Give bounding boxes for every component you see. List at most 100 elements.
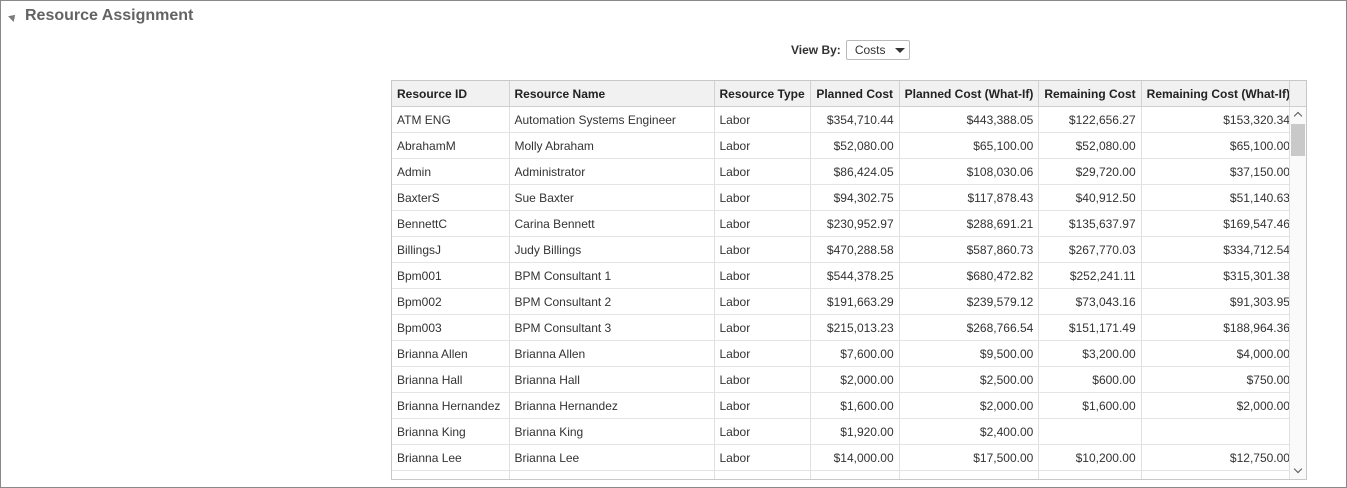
cell-resource-name: Brianna Hall bbox=[509, 366, 715, 393]
dropdown-arrow-icon bbox=[894, 47, 905, 53]
cell-resource-id bbox=[392, 470, 510, 479]
cell-resource-type: Labor bbox=[714, 132, 811, 159]
cell-resource-type bbox=[714, 470, 811, 479]
cell-remaining-cost-what-if bbox=[1141, 418, 1296, 445]
cell-resource-id: Brianna Allen bbox=[392, 340, 510, 367]
cell-resource-id: Brianna Hernandez bbox=[392, 392, 510, 419]
cell-resource-id: Bpm002 bbox=[392, 288, 510, 315]
column-header-resource-type[interactable]: Resource Type bbox=[714, 81, 811, 107]
cell-resource-name: BPM Consultant 1 bbox=[509, 262, 715, 289]
cell-remaining-cost: $267,770.03 bbox=[1038, 236, 1142, 263]
cell-resource-name: Judy Billings bbox=[509, 236, 715, 263]
cell-planned-cost: $14,000.00 bbox=[810, 444, 900, 471]
cell-planned-cost: $215,013.23 bbox=[810, 314, 900, 341]
cell-remaining-cost: $73,043.16 bbox=[1038, 288, 1142, 315]
cell-resource-type: Labor bbox=[714, 314, 811, 341]
cell-planned-cost: $230,952.97 bbox=[810, 210, 900, 237]
cell-resource-name: Carina Bennett bbox=[509, 210, 715, 237]
cell-resource-id: Bpm003 bbox=[392, 314, 510, 341]
cell-planned-cost: $354,710.44 bbox=[810, 106, 900, 133]
table-row[interactable]: BennettC Carina Bennett Labor $230,952.9… bbox=[392, 210, 1296, 237]
table-row[interactable]: ATM ENG Automation Systems Engineer Labo… bbox=[392, 106, 1296, 133]
table-row[interactable]: Bpm001 BPM Consultant 1 Labor $544,378.2… bbox=[392, 262, 1296, 289]
view-by-label: View By: bbox=[791, 43, 841, 57]
table-row[interactable]: Brianna King Brianna King Labor $1,920.0… bbox=[392, 418, 1296, 445]
cell-planned-cost-what-if: $587,860.73 bbox=[899, 236, 1040, 263]
cell-planned-cost-what-if: $2,500.00 bbox=[899, 366, 1040, 393]
cell-planned-cost: $52,080.00 bbox=[810, 132, 900, 159]
cell-resource-id: Brianna King bbox=[392, 418, 510, 445]
table-row[interactable]: Bpm003 BPM Consultant 3 Labor $215,013.2… bbox=[392, 314, 1296, 341]
cell-remaining-cost: $1,600.00 bbox=[1038, 392, 1142, 419]
table-row[interactable]: Brianna Hall Brianna Hall Labor $2,000.0… bbox=[392, 366, 1296, 393]
cell-planned-cost-what-if: $268,766.54 bbox=[899, 314, 1040, 341]
column-header-remaining-cost-what-if[interactable]: Remaining Cost (What-If) bbox=[1141, 81, 1296, 107]
cell-remaining-cost: $135,637.97 bbox=[1038, 210, 1142, 237]
cell-remaining-cost: $151,171.49 bbox=[1038, 314, 1142, 341]
resource-table: Resource ID Resource Name Resource Type … bbox=[392, 81, 1296, 479]
view-by-selected-value: Costs bbox=[854, 43, 886, 57]
cell-planned-cost-what-if: $443,388.05 bbox=[899, 106, 1040, 133]
cell-planned-cost: $191,663.29 bbox=[810, 288, 900, 315]
cell-remaining-cost-what-if: $169,547.46 bbox=[1141, 210, 1296, 237]
cell-remaining-cost: $40,912.50 bbox=[1038, 184, 1142, 211]
cell-planned-cost-what-if: $2,000.00 bbox=[899, 392, 1040, 419]
cell-remaining-cost bbox=[1038, 470, 1142, 479]
table-row[interactable]: Brianna Hernandez Brianna Hernandez Labo… bbox=[392, 392, 1296, 419]
scrollbar-thumb[interactable] bbox=[1291, 124, 1305, 156]
cell-resource-name: Sue Baxter bbox=[509, 184, 715, 211]
cell-planned-cost: $544,378.25 bbox=[810, 262, 900, 289]
table-row[interactable]: Brianna Allen Brianna Allen Labor $7,600… bbox=[392, 340, 1296, 367]
view-by-select[interactable]: Costs bbox=[845, 40, 910, 60]
cell-resource-id: BillingsJ bbox=[392, 236, 510, 263]
cell-resource-name: Brianna Hernandez bbox=[509, 392, 715, 419]
cell-remaining-cost: $10,200.00 bbox=[1038, 444, 1142, 471]
chevron-up-icon bbox=[1293, 111, 1303, 120]
cell-resource-name: Automation Systems Engineer bbox=[509, 106, 715, 133]
cell-planned-cost: $1,600.00 bbox=[810, 392, 900, 419]
table-row[interactable]: BaxterS Sue Baxter Labor $94,302.75 $117… bbox=[392, 184, 1296, 211]
table-row[interactable]: Admin Administrator Labor $86,424.05 $10… bbox=[392, 158, 1296, 185]
cell-remaining-cost-what-if: $188,964.36 bbox=[1141, 314, 1296, 341]
scroll-down-button[interactable] bbox=[1290, 463, 1306, 477]
section-header[interactable]: Resource Assignment bbox=[8, 5, 193, 27]
column-header-resource-name[interactable]: Resource Name bbox=[509, 81, 715, 107]
column-header-resource-id[interactable]: Resource ID bbox=[392, 81, 510, 107]
cell-resource-type: Labor bbox=[714, 236, 811, 263]
table-row[interactable]: AbrahamM Molly Abraham Labor $52,080.00 … bbox=[392, 132, 1296, 159]
cell-remaining-cost: $3,200.00 bbox=[1038, 340, 1142, 367]
cell-planned-cost: $2,000.00 bbox=[810, 366, 900, 393]
cell-remaining-cost-what-if: $2,000.00 bbox=[1141, 392, 1296, 419]
cell-resource-type: Labor bbox=[714, 262, 811, 289]
cell-planned-cost-what-if: $288,691.21 bbox=[899, 210, 1040, 237]
table-row[interactable] bbox=[392, 470, 1296, 479]
column-header-remaining-cost[interactable]: Remaining Cost bbox=[1038, 81, 1142, 107]
cell-remaining-cost-what-if: $750.00 bbox=[1141, 366, 1296, 393]
table-row[interactable]: Bpm002 BPM Consultant 2 Labor $191,663.2… bbox=[392, 288, 1296, 315]
cell-resource-name: BPM Consultant 3 bbox=[509, 314, 715, 341]
cell-planned-cost bbox=[810, 470, 900, 479]
column-header-planned-cost[interactable]: Planned Cost bbox=[810, 81, 900, 107]
cell-remaining-cost: $600.00 bbox=[1038, 366, 1142, 393]
vertical-scrollbar[interactable] bbox=[1289, 107, 1306, 479]
cell-remaining-cost: $252,241.11 bbox=[1038, 262, 1142, 289]
cell-resource-id: Admin bbox=[392, 158, 510, 185]
cell-planned-cost: $94,302.75 bbox=[810, 184, 900, 211]
cell-remaining-cost-what-if: $12,750.00 bbox=[1141, 444, 1296, 471]
cell-remaining-cost-what-if: $334,712.54 bbox=[1141, 236, 1296, 263]
table-row[interactable]: BillingsJ Judy Billings Labor $470,288.5… bbox=[392, 236, 1296, 263]
chevron-down-icon bbox=[1293, 464, 1303, 473]
cell-planned-cost-what-if: $2,400.00 bbox=[899, 418, 1040, 445]
cell-planned-cost-what-if: $17,500.00 bbox=[899, 444, 1040, 471]
cell-resource-type: Labor bbox=[714, 340, 811, 367]
cell-remaining-cost-what-if: $315,301.38 bbox=[1141, 262, 1296, 289]
cell-remaining-cost: $122,656.27 bbox=[1038, 106, 1142, 133]
cell-resource-id: ATM ENG bbox=[392, 106, 510, 133]
cell-resource-name: Molly Abraham bbox=[509, 132, 715, 159]
scroll-up-button[interactable] bbox=[1290, 107, 1306, 121]
cell-planned-cost: $7,600.00 bbox=[810, 340, 900, 367]
cell-resource-type: Labor bbox=[714, 210, 811, 237]
table-row[interactable]: Brianna Lee Brianna Lee Labor $14,000.00… bbox=[392, 444, 1296, 471]
column-header-planned-cost-what-if[interactable]: Planned Cost (What-If) bbox=[899, 81, 1040, 107]
collapse-triangle-icon[interactable] bbox=[8, 12, 18, 22]
